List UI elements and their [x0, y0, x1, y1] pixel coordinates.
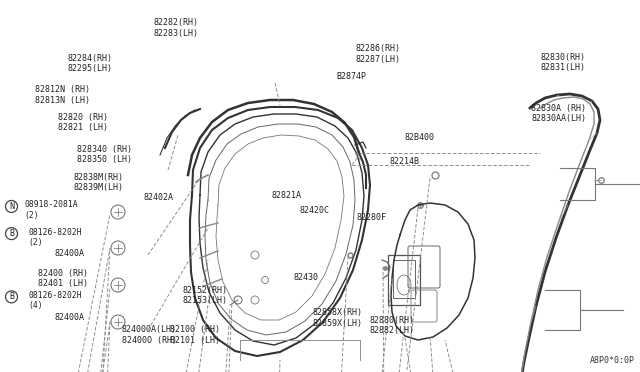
Text: 82820 (RH)
82821 (LH): 82820 (RH) 82821 (LH)	[58, 113, 108, 132]
Text: 82100 (RH)
82101 (LH): 82100 (RH) 82101 (LH)	[170, 325, 220, 344]
Text: 82400A: 82400A	[54, 313, 84, 322]
Text: 82858X(RH)
82859X(LH): 82858X(RH) 82859X(LH)	[312, 308, 362, 328]
Text: 82214B: 82214B	[389, 157, 419, 166]
Text: 82400A: 82400A	[54, 249, 84, 258]
Text: 08126-8202H
(2): 08126-8202H (2)	[29, 228, 83, 247]
Text: 82152(RH)
82153(LH): 82152(RH) 82153(LH)	[182, 286, 227, 305]
Text: B2874P: B2874P	[336, 72, 366, 81]
Text: N: N	[9, 202, 14, 211]
Text: 82838M(RH)
82839M(LH): 82838M(RH) 82839M(LH)	[74, 173, 124, 192]
Text: 82420C: 82420C	[300, 206, 330, 215]
Text: 82430: 82430	[293, 273, 318, 282]
Text: 82830(RH)
82831(LH): 82830(RH) 82831(LH)	[541, 53, 586, 72]
Text: B: B	[9, 292, 14, 301]
Text: 82286(RH)
82287(LH): 82286(RH) 82287(LH)	[355, 44, 400, 64]
Text: 82284(RH)
82295(LH): 82284(RH) 82295(LH)	[67, 54, 112, 73]
Text: 82400OA(LH)
82400O (RH): 82400OA(LH) 82400O (RH)	[122, 325, 177, 344]
Text: 82282(RH)
82283(LH): 82282(RH) 82283(LH)	[154, 18, 198, 38]
Text: 82821A: 82821A	[272, 191, 302, 200]
Text: 82B400: 82B400	[404, 133, 435, 142]
Text: 82280F: 82280F	[356, 213, 387, 222]
Text: 828340 (RH)
828350 (LH): 828340 (RH) 828350 (LH)	[77, 145, 132, 164]
Text: 82402A: 82402A	[144, 193, 174, 202]
Text: 08918-2081A
(2): 08918-2081A (2)	[24, 201, 78, 220]
Text: B: B	[9, 229, 14, 238]
Text: 08126-8202H
(4): 08126-8202H (4)	[29, 291, 83, 310]
Text: 82830A (RH)
82830AA(LH): 82830A (RH) 82830AA(LH)	[531, 104, 586, 123]
Text: 82880(RH)
82882(LH): 82880(RH) 82882(LH)	[370, 316, 415, 335]
Text: 82400 (RH)
82401 (LH): 82400 (RH) 82401 (LH)	[38, 269, 88, 288]
Text: A8P0*0:0P: A8P0*0:0P	[590, 356, 635, 365]
Text: 82812N (RH)
82813N (LH): 82812N (RH) 82813N (LH)	[35, 85, 90, 105]
